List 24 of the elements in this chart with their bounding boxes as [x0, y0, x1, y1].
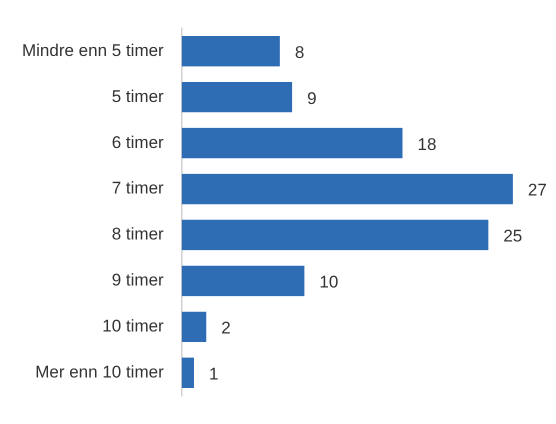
data-label: 18 [418, 134, 436, 154]
data-label: 9 [307, 88, 317, 108]
y-tick-label: 5 timer [112, 86, 164, 106]
bar [182, 82, 292, 112]
y-tick-label: 8 timer [112, 224, 164, 244]
bar [182, 220, 488, 250]
data-label: 25 [503, 226, 522, 246]
data-label: 1 [208, 364, 218, 384]
y-tick-label: Mindre enn 5 timer [22, 40, 164, 60]
y-tick-label: 7 timer [112, 178, 164, 198]
data-label: 10 [319, 272, 338, 292]
bar [182, 312, 206, 342]
y-tick-label: Mer enn 10 timer [35, 362, 164, 382]
bar [182, 174, 513, 204]
bar [182, 358, 194, 388]
data-label: 8 [294, 42, 304, 62]
y-tick-label: 6 timer [112, 132, 164, 152]
bar [182, 266, 304, 296]
y-tick-label: 10 timer [102, 316, 164, 336]
bar [182, 36, 280, 66]
bar [182, 128, 402, 158]
data-label: 27 [528, 180, 547, 200]
data-label: 2 [221, 318, 231, 338]
y-tick-label: 9 timer [112, 270, 164, 290]
